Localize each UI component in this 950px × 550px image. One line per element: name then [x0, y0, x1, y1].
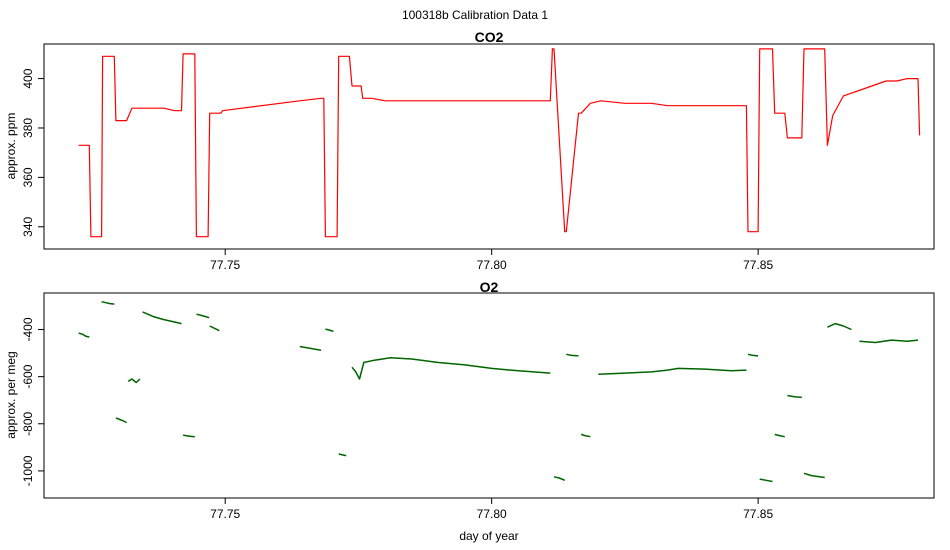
o2-panel-title: O2	[480, 279, 499, 295]
co2-x-ticks: 77.75 77.80 77.85	[210, 249, 773, 272]
o2-series-segment	[803, 472, 825, 479]
o2-plot-frame	[43, 292, 935, 499]
co2-x-tick-label: 77.85	[743, 258, 773, 272]
o2-y-tick-label: -1000	[21, 455, 35, 486]
o2-series-segment	[142, 311, 182, 325]
o2-x-ticks: 77.75 77.80 77.85	[210, 498, 773, 521]
o2-y-tick-label: -600	[21, 364, 35, 388]
o2-series-segment	[759, 478, 773, 483]
co2-panel-title: CO2	[475, 29, 504, 45]
o2-x-tick-label: 77.75	[210, 507, 240, 521]
o2-x-tick-label: 77.85	[743, 507, 773, 521]
co2-y-tick-label: 400	[21, 68, 35, 88]
o2-series-segment	[209, 325, 220, 332]
o2-panel: O2 approx. per meg 77.75 77.80 77.85 -1000…	[4, 279, 935, 543]
o2-series-segment	[787, 394, 802, 399]
o2-series-group	[78, 300, 919, 483]
co2-y-axis-label: approx. ppm	[4, 113, 18, 180]
co2-y-tick-label: 340	[21, 216, 35, 236]
o2-series-segment	[325, 328, 334, 333]
o2-series-segment	[338, 453, 347, 457]
co2-y-tick-label: 360	[21, 167, 35, 187]
o2-series-segment	[553, 476, 565, 481]
o2-x-axis-label: day of year	[459, 529, 518, 543]
co2-x-tick-label: 77.80	[477, 258, 507, 272]
o2-series-segment	[299, 345, 322, 352]
o2-y-axis-label: approx. per meg	[4, 351, 18, 438]
co2-x-tick-label: 77.75	[210, 258, 240, 272]
co2-series-segment	[78, 48, 921, 238]
co2-y-tick-label: 380	[21, 118, 35, 138]
o2-series-segment	[747, 353, 759, 357]
o2-x-tick-label: 77.80	[477, 507, 507, 521]
figure-title: 100318b Calibration Data 1	[402, 8, 548, 22]
o2-series-segment	[196, 313, 210, 319]
co2-series-group	[78, 48, 921, 238]
o2-series-segment	[127, 378, 141, 384]
o2-series-segment	[827, 322, 852, 331]
o2-series-segment	[351, 357, 551, 380]
o2-y-ticks: -1000 -800 -600 -400	[21, 317, 44, 486]
o2-y-tick-label: -400	[21, 317, 35, 341]
o2-series-segment	[774, 433, 785, 438]
o2-y-tick-label: -800	[21, 411, 35, 435]
co2-panel: CO2 approx. ppm 77.75 77.80 77.85 340 360 38…	[4, 29, 935, 272]
o2-series-segment	[580, 433, 591, 438]
o2-series-segment	[78, 332, 90, 338]
o2-series-segment	[566, 353, 579, 357]
o2-series-segment	[859, 339, 919, 344]
o2-series-segment	[182, 434, 195, 438]
co2-plot-frame	[43, 43, 935, 250]
o2-series-segment	[115, 417, 127, 424]
o2-series-segment	[101, 300, 115, 305]
o2-series-segment	[598, 367, 747, 376]
co2-y-ticks: 340 360 380 400	[21, 68, 44, 237]
